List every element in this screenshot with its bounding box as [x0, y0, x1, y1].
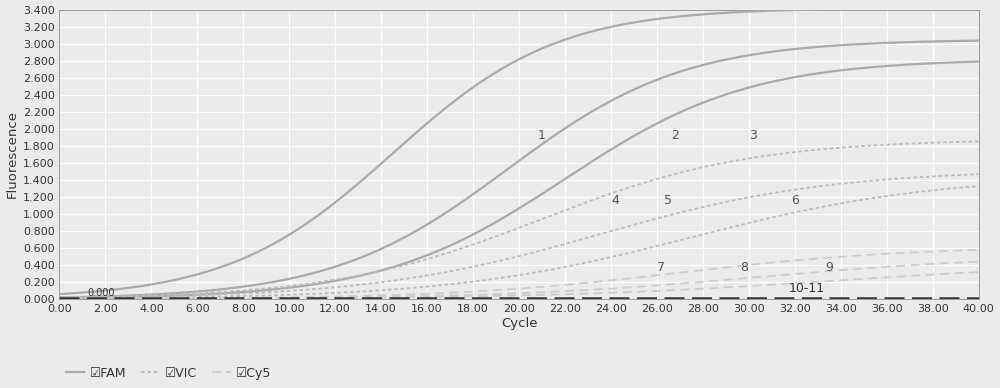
Text: 6: 6	[791, 194, 799, 207]
Y-axis label: Fluorescence: Fluorescence	[6, 110, 19, 198]
Text: 8: 8	[740, 260, 748, 274]
Text: 5: 5	[664, 194, 672, 207]
Legend: ☑FAM, ☑VIC, ☑Cy5: ☑FAM, ☑VIC, ☑Cy5	[66, 367, 271, 380]
Text: 1: 1	[538, 128, 546, 142]
Text: 2: 2	[671, 128, 679, 142]
Text: 4: 4	[612, 194, 619, 207]
X-axis label: Cycle: Cycle	[501, 317, 537, 330]
Text: 0.000: 0.000	[87, 288, 115, 298]
Text: 7: 7	[657, 260, 665, 274]
Text: 9: 9	[825, 260, 833, 274]
Text: 3: 3	[749, 128, 757, 142]
Text: 10-11: 10-11	[788, 282, 824, 295]
